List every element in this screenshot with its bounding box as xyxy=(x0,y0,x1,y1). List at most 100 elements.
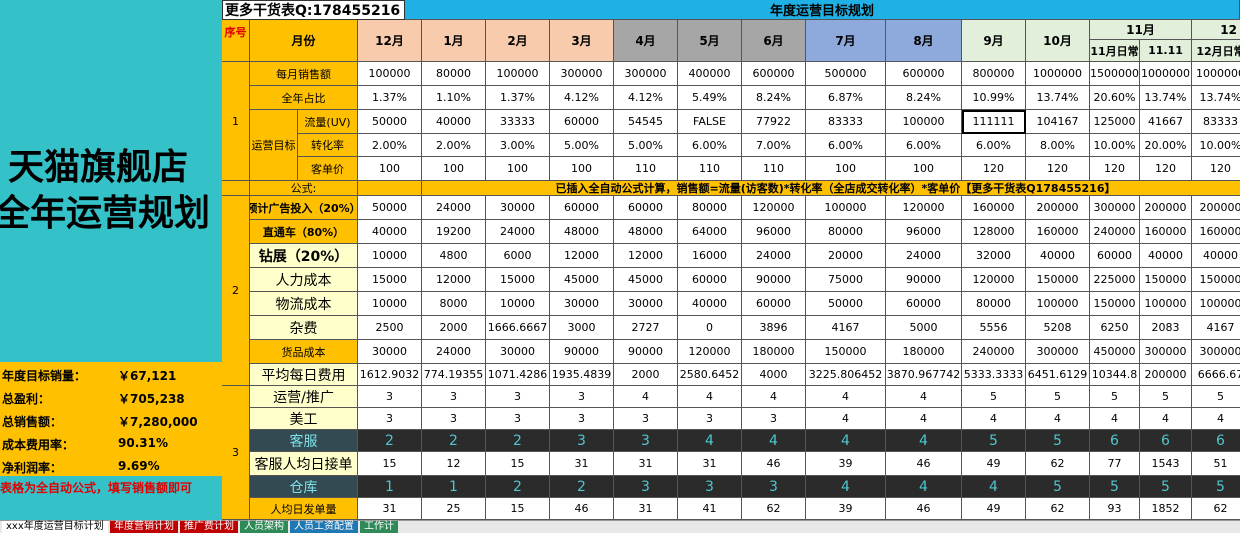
header-cell: 7月 xyxy=(806,20,886,62)
data-cell: 5000 xyxy=(886,316,962,340)
group-number: 2 xyxy=(222,196,250,386)
row-label: 钻展（20%） xyxy=(250,244,358,268)
data-cell: 300000 xyxy=(1192,340,1240,364)
summary-value: ￥705,238 xyxy=(118,392,185,406)
data-cell: 30000 xyxy=(614,292,678,316)
data-cell: 8.00% xyxy=(1026,134,1090,157)
qq-box: 更多干货表Q:178455216 xyxy=(222,0,405,20)
sheet-tab[interactable]: 年度营销计划 xyxy=(110,521,178,533)
data-cell: 64000 xyxy=(678,220,742,244)
data-cell: 5 xyxy=(1090,476,1140,498)
data-cell: 4 xyxy=(806,408,886,430)
data-cell: 10344.8 xyxy=(1090,364,1140,386)
sheet-tab[interactable]: xxx年度运营目标计划 xyxy=(2,521,108,533)
summary-value: 90.31% xyxy=(118,436,168,450)
data-cell: 13.74% xyxy=(1192,86,1240,110)
row-label: 客服 xyxy=(250,430,358,452)
data-cell: 60000 xyxy=(886,292,962,316)
blank-cell xyxy=(222,181,250,196)
data-cell: 6.00% xyxy=(886,134,962,157)
data-cell: 100000 xyxy=(806,196,886,220)
data-cell: 50000 xyxy=(358,196,422,220)
data-cell: 3 xyxy=(550,386,614,408)
data-cell: 6000 xyxy=(486,244,550,268)
data-cell: 1.37% xyxy=(486,86,550,110)
data-cell: 300000 xyxy=(614,62,678,86)
data-cell: 4 xyxy=(1090,408,1140,430)
data-cell: 5 xyxy=(962,386,1026,408)
data-cell: 120000 xyxy=(962,268,1026,292)
data-cell: 39 xyxy=(806,498,886,520)
data-cell: 1500000 xyxy=(1090,62,1140,86)
row-label: 预计广告投入（20%） xyxy=(250,196,358,220)
data-cell: 2 xyxy=(550,476,614,498)
data-cell: 4 xyxy=(1140,408,1192,430)
group-number: 1 xyxy=(222,62,250,181)
data-cell: 62 xyxy=(1026,498,1090,520)
data-cell: 450000 xyxy=(1090,340,1140,364)
data-cell: 180000 xyxy=(742,340,806,364)
data-cell: 12000 xyxy=(614,244,678,268)
data-cell: 5.00% xyxy=(550,134,614,157)
data-cell: 600000 xyxy=(742,62,806,86)
data-cell: 10000 xyxy=(358,244,422,268)
summary-label: 总盈利： xyxy=(2,392,51,406)
row-label: 平均每日费用 xyxy=(250,364,358,386)
data-cell: 4000 xyxy=(742,364,806,386)
data-cell: 150000 xyxy=(806,340,886,364)
sheet-tab[interactable]: 人员架构 xyxy=(240,521,288,533)
row-label: 运营/推广 xyxy=(250,386,358,408)
data-cell: 110 xyxy=(742,157,806,181)
data-cell: 31 xyxy=(614,498,678,520)
data-cell: 4 xyxy=(806,430,886,452)
data-cell: 96000 xyxy=(886,220,962,244)
data-cell: 100 xyxy=(422,157,486,181)
data-cell: 300000 xyxy=(1026,340,1090,364)
data-cell: 62 xyxy=(1192,498,1240,520)
data-cell: 120000 xyxy=(886,196,962,220)
data-cell: 1.37% xyxy=(358,86,422,110)
group-label: 运营目标 xyxy=(250,110,298,181)
data-cell: 110 xyxy=(678,157,742,181)
data-cell: 6 xyxy=(1192,430,1240,452)
data-cell: 5 xyxy=(1026,476,1090,498)
data-cell: 2580.6452 xyxy=(678,364,742,386)
data-cell: 46 xyxy=(550,498,614,520)
summary-value: ￥7,280,000 xyxy=(118,415,198,429)
data-cell: 3896 xyxy=(742,316,806,340)
summary-box xyxy=(0,362,222,476)
data-cell: 24000 xyxy=(886,244,962,268)
header-cell: 11.11 xyxy=(1140,40,1192,62)
sheet-tab[interactable]: 工作计 xyxy=(360,521,398,533)
data-cell: 6.00% xyxy=(678,134,742,157)
data-cell: 3 xyxy=(742,476,806,498)
data-cell: 33333 xyxy=(486,110,550,134)
data-cell: 6250 xyxy=(1090,316,1140,340)
row-label: 杂费 xyxy=(250,316,358,340)
data-cell: 100000 xyxy=(1026,292,1090,316)
data-cell: 5556 xyxy=(962,316,1026,340)
data-cell: 4 xyxy=(886,408,962,430)
data-cell: 15 xyxy=(486,452,550,476)
data-cell: 4 xyxy=(742,386,806,408)
data-cell: 1000000 xyxy=(1192,62,1240,86)
data-cell: 96000 xyxy=(742,220,806,244)
data-cell: 48000 xyxy=(550,220,614,244)
data-cell: 5 xyxy=(1026,430,1090,452)
data-cell: 4 xyxy=(678,430,742,452)
data-cell: 32000 xyxy=(962,244,1026,268)
data-cell: 93 xyxy=(1090,498,1140,520)
sheet-tab[interactable]: 推广费计划 xyxy=(180,521,238,533)
data-cell: 8.24% xyxy=(742,86,806,110)
data-cell: 49 xyxy=(962,452,1026,476)
data-cell: 62 xyxy=(1026,452,1090,476)
data-cell: 6666.67 xyxy=(1192,364,1240,386)
data-cell: 1000000 xyxy=(1026,62,1090,86)
data-cell: 300000 xyxy=(1140,340,1192,364)
data-cell: 8.24% xyxy=(886,86,962,110)
sheet-tab[interactable]: 人员工资配置 xyxy=(290,521,358,533)
data-cell: 8000 xyxy=(422,292,486,316)
data-cell: 240000 xyxy=(962,340,1026,364)
header-cell: 11月 xyxy=(1090,20,1192,40)
header-cell: 5月 xyxy=(678,20,742,62)
